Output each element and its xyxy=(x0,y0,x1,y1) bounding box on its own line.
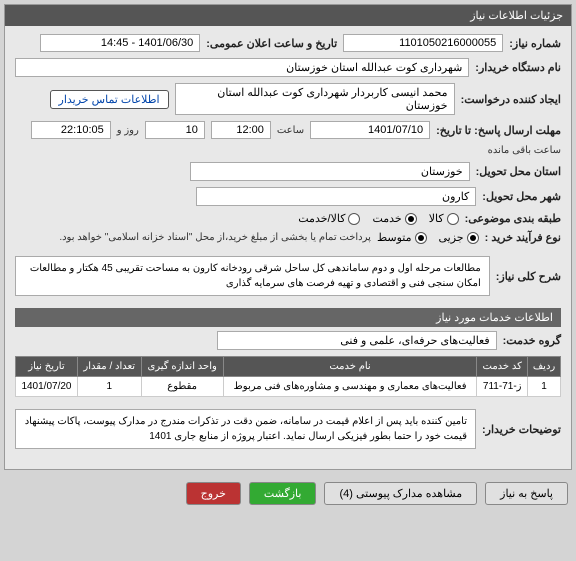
radio-service-label: خدمت xyxy=(372,212,401,225)
contract-label: نوع فرآیند خرید : xyxy=(485,231,561,244)
pkg-type-group: کالا خدمت کالا/خدمت xyxy=(298,212,458,225)
radio-minor-input[interactable] xyxy=(467,232,479,244)
radio-medium-input[interactable] xyxy=(415,232,427,244)
desc-label: شرح کلی نیاز: xyxy=(496,270,561,283)
radio-both-label: کالا/خدمت xyxy=(298,212,345,225)
need-details-panel: جزئیات اطلاعات نیاز شماره نیاز: 11010502… xyxy=(4,4,572,470)
panel-body-1: شماره نیاز: 1101050216000055 تاریخ و ساع… xyxy=(5,26,571,469)
buyer-label: نام دستگاه خریدار: xyxy=(475,61,561,74)
radio-goods-label: کالا xyxy=(429,212,444,225)
buyer-value: شهرداری کوت عبدالله استان خوزستان xyxy=(15,58,469,77)
table-header-row: ردیف کد خدمت نام خدمت واحد اندازه گیری ت… xyxy=(16,357,561,377)
radio-minor[interactable]: جزیی xyxy=(439,231,479,244)
radio-service-input[interactable] xyxy=(405,213,417,225)
cell-unit: مقطوع xyxy=(141,377,223,397)
contact-buyer-button[interactable]: اطلاعات تماس خریدار xyxy=(50,90,169,109)
contract-note: پرداخت تمام یا بخشی از مبلغ خرید،از محل … xyxy=(59,232,371,243)
radio-service[interactable]: خدمت xyxy=(372,212,416,225)
radio-minor-label: جزیی xyxy=(439,231,464,244)
col-date: تاریخ نیاز xyxy=(16,357,78,377)
buyer-note-label: توضیحات خریدار: xyxy=(482,423,561,436)
deadline-date: 1401/07/10 xyxy=(310,121,430,139)
return-button[interactable]: بازگشت xyxy=(249,482,317,505)
creator-label: ایجاد کننده درخواست: xyxy=(461,93,561,106)
table-row: 1 ز-71-711 فعالیت‌های معماری و مهندسی و … xyxy=(16,377,561,397)
services-header: اطلاعات خدمات مورد نیاز xyxy=(15,308,561,327)
cell-row: 1 xyxy=(528,377,561,397)
remaining-time: 22:10:05 xyxy=(31,121,111,139)
contract-group: جزیی متوسط xyxy=(377,231,479,244)
cell-name: فعالیت‌های معماری و مهندسی و مشاوره‌های … xyxy=(223,377,477,397)
services-table: ردیف کد خدمت نام خدمت واحد اندازه گیری ت… xyxy=(15,356,561,397)
deadline-time: 12:00 xyxy=(211,121,271,139)
city-value: کارون xyxy=(196,187,476,206)
footer-buttons: پاسخ به نیاز مشاهده مدارک پیوستی (4) باز… xyxy=(0,474,576,513)
cell-code: ز-71-711 xyxy=(477,377,528,397)
col-code: کد خدمت xyxy=(477,357,528,377)
col-row: ردیف xyxy=(528,357,561,377)
group-label: گروه خدمت: xyxy=(503,334,561,347)
days-value: 10 xyxy=(145,121,205,139)
col-name: نام خدمت xyxy=(223,357,477,377)
radio-goods-input[interactable] xyxy=(447,213,459,225)
days-unit: روز و xyxy=(117,125,139,136)
attachments-button[interactable]: مشاهده مدارک پیوستی (4) xyxy=(324,482,477,505)
pkg-type-label: طبقه بندی موضوعی: xyxy=(465,212,561,225)
col-unit: واحد اندازه گیری xyxy=(141,357,223,377)
city-label: شهر محل تحویل: xyxy=(482,190,561,203)
announce-date: 1401/06/30 - 14:45 xyxy=(40,34,200,52)
exit-button[interactable]: خروج xyxy=(186,482,241,505)
radio-goods[interactable]: کالا xyxy=(429,212,459,225)
province-value: خوزستان xyxy=(190,162,470,181)
radio-both-input[interactable] xyxy=(348,213,360,225)
radio-medium[interactable]: متوسط xyxy=(377,231,427,244)
buyer-note-text: تامین کننده باید پس از اعلام قیمت در سام… xyxy=(15,409,476,449)
deadline-label: مهلت ارسال پاسخ: تا تاریخ: xyxy=(436,124,561,137)
radio-both[interactable]: کالا/خدمت xyxy=(298,212,360,225)
cell-qty: 1 xyxy=(77,377,141,397)
respond-button[interactable]: پاسخ به نیاز xyxy=(485,482,568,505)
desc-text: مطالعات مرحله اول و دوم ساماندهی کل ساحل… xyxy=(15,256,490,296)
req-no-value: 1101050216000055 xyxy=(343,34,503,52)
panel-header-1: جزئیات اطلاعات نیاز xyxy=(5,5,571,26)
remaining-label: ساعت باقی مانده xyxy=(488,145,561,156)
cell-date: 1401/07/20 xyxy=(16,377,78,397)
province-label: استان محل تحویل: xyxy=(476,165,561,178)
req-no-label: شماره نیاز: xyxy=(509,37,561,50)
time-label-1: ساعت xyxy=(277,125,304,136)
group-value: فعالیت‌های حرفه‌ای، علمی و فنی xyxy=(217,331,497,350)
col-qty: تعداد / مقدار xyxy=(77,357,141,377)
announce-label: تاریخ و ساعت اعلان عمومی: xyxy=(206,37,337,50)
radio-medium-label: متوسط xyxy=(377,231,412,244)
creator-value: محمد انیسی کاربردار شهرداری کوت عبدالله … xyxy=(175,83,455,115)
